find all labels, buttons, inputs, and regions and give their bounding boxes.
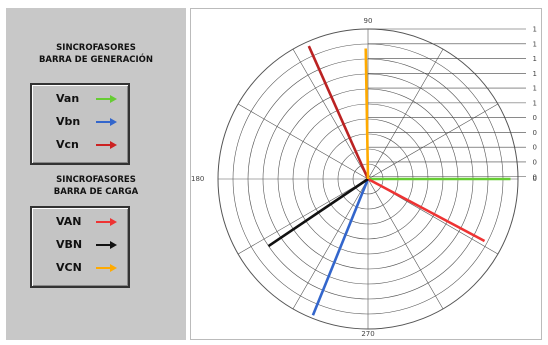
phasor-van [367,177,486,243]
legend-panel: SINCROFASORES BARRA DE GENERACIÓN Van Vb… [6,8,186,340]
generation-title-line2: BARRA DE GENERACIÓN [38,55,154,65]
scale-label: 0 [533,173,537,181]
grid-spoke [237,103,369,180]
legend-label-vcn: Vcn [56,138,79,151]
angle-label-90: 90 [364,17,373,25]
scale-label: 1 [533,26,537,34]
right-scale: 1 1 1 1 1 1 0 0 0 0 0 [368,26,537,181]
red-arrow-icon [96,218,117,226]
blue-arrow-icon [96,118,117,126]
red-arrow-icon [96,141,117,149]
phasor-vcn [307,45,370,180]
scale-label: 1 [533,40,537,48]
scale-label: 0 [533,158,537,166]
generation-legend-box: Van Vbn Vcn [30,83,130,165]
scale-label: 1 [533,85,537,93]
polar-plot: 1 1 1 1 1 1 0 0 0 0 0 90 180 270 0 [191,17,537,338]
scale-label: 0 [533,114,537,122]
scale-label: 1 [533,55,537,63]
grid-spoke [367,178,444,310]
scale-label: 0 [533,144,537,152]
load-title-line1: SINCROFASORES [56,175,136,185]
legend-item-vbn-load: VBN [32,237,128,253]
legend-label-van-load: VAN [56,215,82,228]
phasor-vcn [364,48,370,180]
polar-plot-area: 1 1 1 1 1 1 0 0 0 0 0 90 180 270 0 [190,8,542,340]
orange-arrow-icon [96,264,117,272]
legend-label-van: Van [56,92,80,105]
phasor-vbn [311,178,370,316]
load-legend-box: VAN VBN VCN [30,206,130,288]
load-title-line2: BARRA DE CARGA [53,187,139,197]
scale-label: 1 [533,99,537,107]
legend-item-van: Van [32,91,128,107]
load-title: SINCROFASORES BARRA DE CARGA [6,174,186,198]
grid-spoke [367,103,499,180]
legend-item-vcn: Vcn [32,137,128,153]
green-arrow-icon [96,95,117,103]
grid-spoke [292,48,369,180]
grid-spoke [292,178,369,310]
legend-label-vbn: Vbn [56,115,81,128]
phasor-vbn [267,177,369,248]
grid-spoke [367,48,444,180]
grid-spoke [237,178,369,255]
angle-label-0: 0 [533,175,537,183]
generation-title: SINCROFASORES BARRA DE GENERACIÓN [6,42,186,66]
angle-label-270: 270 [361,330,374,338]
legend-item-vbn: Vbn [32,114,128,130]
scale-label: 0 [533,129,537,137]
phasor-lines [267,45,511,316]
legend-label-vbn-load: VBN [56,238,83,251]
black-arrow-icon [96,241,117,249]
angle-label-180: 180 [191,175,204,183]
scale-label: 1 [533,70,537,78]
legend-label-vcn-load: VCN [56,261,82,274]
generation-title-line1: SINCROFASORES [56,43,136,53]
legend-item-vcn-load: VCN [32,260,128,276]
legend-item-van-load: VAN [32,214,128,230]
